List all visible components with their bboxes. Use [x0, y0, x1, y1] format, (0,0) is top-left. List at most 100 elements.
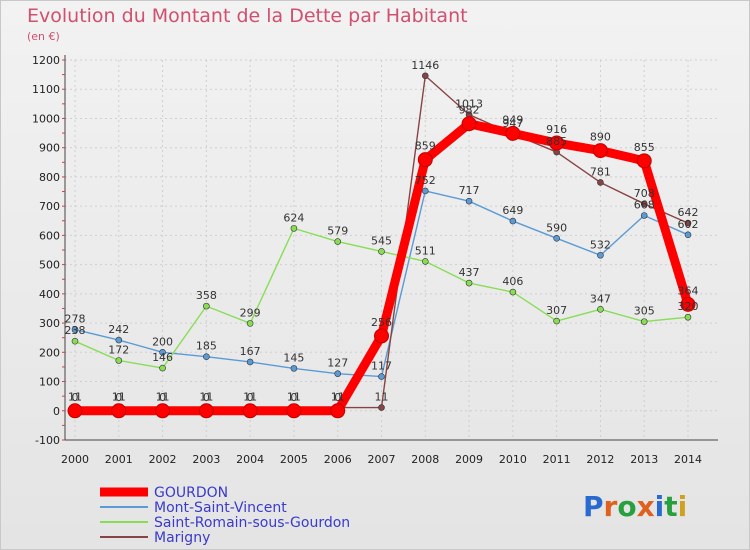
y-tick-label: 100: [39, 376, 60, 389]
data-label: 200: [152, 335, 173, 348]
y-tick-label: 400: [39, 288, 60, 301]
series-group: [67, 72, 696, 419]
data-point: [553, 235, 560, 242]
y-tick-label: -100: [35, 434, 60, 447]
data-point: [71, 337, 79, 345]
logo-letter: t: [664, 490, 677, 523]
logo-letter: P: [583, 490, 604, 523]
x-tick-label: 2000: [61, 453, 89, 466]
data-point: [242, 403, 258, 419]
y-tick-label: 700: [39, 200, 60, 213]
chart-title: Evolution du Montant de la Dette par Hab…: [27, 5, 468, 27]
data-label: 890: [590, 131, 611, 144]
series-line: [74, 190, 689, 378]
data-label: 1013: [455, 98, 483, 111]
data-label: 0: [72, 391, 79, 404]
data-label: 545: [371, 234, 392, 247]
data-label: 278: [65, 313, 86, 326]
data-label: 11: [287, 391, 301, 404]
y-tick-label: 1000: [32, 112, 60, 125]
data-point: [378, 373, 385, 380]
data-point: [198, 403, 214, 419]
data-label: 146: [152, 351, 173, 364]
x-tick-label: 2004: [236, 453, 264, 466]
data-label: 1146: [411, 59, 439, 72]
data-point: [203, 302, 210, 310]
data-label: 256: [371, 316, 392, 329]
y-tick-label: 0: [53, 405, 60, 418]
x-tick-label: 2001: [105, 453, 133, 466]
data-label: 982: [459, 104, 480, 117]
legend-label: Mont-Saint-Vincent: [154, 500, 287, 516]
y-tick-label: 200: [39, 346, 60, 359]
data-label: 437: [459, 266, 480, 279]
logo-letter: i: [655, 490, 665, 523]
data-point: [421, 187, 429, 195]
data-point: [378, 248, 385, 255]
data-label: 307: [546, 304, 567, 317]
y-tick-label: 300: [39, 317, 60, 330]
data-label: 0: [159, 391, 166, 404]
data-label: 590: [546, 221, 567, 234]
data-label: 859: [415, 140, 436, 153]
x-tick-label: 2007: [368, 453, 396, 466]
x-tick-label: 2003: [192, 453, 220, 466]
data-point: [334, 370, 342, 377]
data-label: 781: [590, 165, 611, 178]
data-label: 127: [327, 357, 348, 370]
y-tick-label: 900: [39, 142, 60, 155]
data-label: 717: [459, 184, 480, 197]
data-point: [290, 365, 298, 372]
data-point: [115, 336, 123, 344]
data-point: [461, 116, 477, 132]
data-label: 947: [502, 117, 523, 130]
x-tick-label: 2002: [149, 453, 177, 466]
data-label: 602: [678, 218, 699, 231]
data-point: [597, 179, 604, 186]
y-tick-label: 600: [39, 229, 60, 242]
logo-letter: r: [604, 490, 618, 523]
data-label: 708: [634, 187, 655, 200]
legend-label: GOURDON: [154, 485, 228, 501]
data-label: 406: [502, 275, 523, 288]
data-label: 305: [634, 305, 655, 318]
data-label: 649: [502, 204, 523, 217]
data-labels: 278 242 200 185 167 145 127 117 752 717 649 590 532 6…: [65, 59, 699, 404]
data-label: 668: [634, 199, 655, 212]
data-label: 172: [108, 343, 129, 356]
data-label: 511: [415, 244, 436, 257]
x-tick-label: 2014: [674, 453, 702, 466]
y-tick-label: 1100: [32, 83, 60, 96]
data-point: [640, 318, 648, 325]
data-point: [159, 364, 166, 372]
data-label: 0: [203, 391, 210, 404]
data-point: [290, 225, 298, 232]
data-point: [465, 197, 473, 205]
data-point: [286, 403, 302, 419]
x-tick-label: 2008: [411, 453, 439, 466]
data-point: [111, 403, 127, 419]
data-label: 0: [247, 391, 254, 404]
data-label: 916: [546, 123, 567, 136]
data-label: 167: [240, 345, 261, 358]
data-label: 11: [331, 391, 345, 404]
data-label: 532: [590, 238, 611, 251]
data-label: 11: [199, 391, 213, 404]
data-point: [465, 279, 473, 287]
y-axis-unit: (en €): [27, 30, 60, 43]
data-point: [155, 403, 171, 419]
x-tick-label: 2006: [324, 453, 352, 466]
x-tick-label: 2011: [543, 453, 571, 466]
data-point: [421, 72, 429, 80]
data-label: 11: [112, 391, 126, 404]
data-point: [549, 135, 565, 151]
data-label: 642: [678, 206, 699, 219]
data-point: [597, 306, 604, 313]
data-point: [115, 357, 123, 364]
data-label: 11: [68, 391, 82, 404]
data-label: 299: [240, 306, 261, 319]
data-point: [334, 238, 342, 245]
data-point: [505, 125, 521, 141]
data-label: 885: [546, 135, 567, 148]
